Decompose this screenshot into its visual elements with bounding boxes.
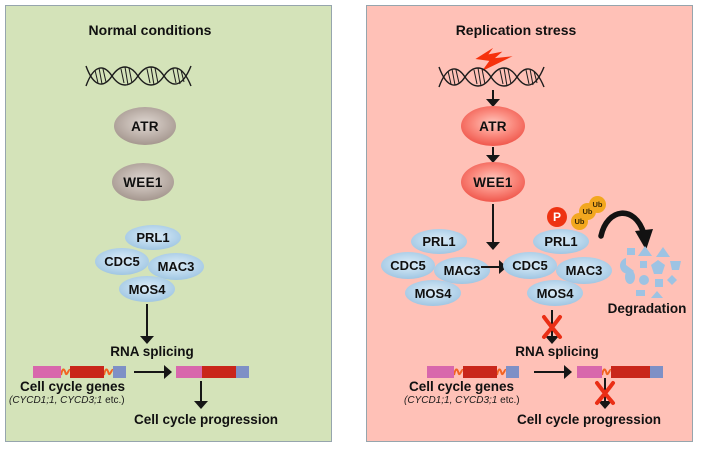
exon-blue [236, 366, 249, 378]
down-arrow-icon [140, 304, 154, 344]
mos4-node: MOS4 [527, 280, 583, 306]
prl1-node: PRL1 [533, 229, 589, 254]
exon-pink [427, 366, 454, 378]
mac3-node: MAC3 [434, 257, 490, 284]
mos4-node: MOS4 [405, 280, 461, 306]
down-arrow-icon [194, 381, 208, 409]
down-arrow-icon [486, 147, 500, 163]
exon-red [202, 366, 236, 378]
atr-node: ATR [461, 106, 525, 146]
exon-red [611, 366, 650, 378]
spliced-mrna-bar [176, 366, 249, 378]
cell-cycle-genes-label: Cell cycle genes [409, 379, 515, 394]
phospho-badge: P [547, 207, 567, 227]
degradation-fragments-icon [619, 246, 681, 298]
intron-squiggle-icon [497, 368, 506, 376]
wee1-node: WEE1 [461, 162, 525, 202]
panel-title-normal: Normal conditions [88, 22, 212, 38]
gene-names-detail: (CYCD1;1, CYCD3;1 etc.) [9, 395, 125, 406]
intron-squiggle-icon [61, 368, 70, 376]
blocked-x-icon [595, 381, 615, 405]
rna-splicing-label: RNA splicing [515, 344, 599, 359]
gene-names-italic: (CYCD1;1, CYCD3;1 [9, 395, 103, 406]
rna-splicing-label: RNA splicing [110, 344, 194, 359]
curved-arrow-icon [598, 210, 653, 250]
panel-replication-stress: Replication stress ATR WEE1 [366, 5, 693, 442]
intron-squiggle-icon [104, 368, 113, 376]
mos4-complex: PRL1 CDC5 MAC3 MOS4 [95, 225, 205, 303]
gene-names-rest: etc.) [102, 395, 125, 406]
cell-cycle-progression-label: Cell cycle progression [134, 412, 279, 427]
cdc5-node: CDC5 [381, 252, 435, 279]
exon-red [70, 366, 104, 378]
intron-squiggle-icon [454, 368, 463, 376]
exon-blue [113, 366, 126, 378]
right-arrow-icon [134, 365, 172, 379]
ubiquitin-badge: Ub [589, 196, 606, 213]
exon-blue [506, 366, 519, 378]
cell-cycle-progression-label: Cell cycle progression [517, 412, 662, 427]
wee1-node: WEE1 [112, 163, 174, 201]
intron-retained-mrna-bar [577, 366, 663, 378]
panel-normal-conditions: Normal conditions ATR WEE1 PRL1 CDC5 MAC… [5, 5, 332, 442]
mac3-node: MAC3 [148, 253, 204, 280]
pre-mrna-bar [427, 366, 519, 378]
down-arrow-icon [486, 90, 500, 107]
atr-node: ATR [114, 107, 176, 145]
mos4-complex-modified: PRL1 CDC5 MAC3 MOS4 [503, 229, 613, 307]
down-arrow-icon [545, 310, 559, 344]
prl1-node: PRL1 [411, 229, 467, 254]
mos4-node: MOS4 [119, 276, 175, 302]
gene-names-rest: etc.) [497, 395, 520, 406]
prl1-node: PRL1 [125, 225, 181, 250]
degradation-label: Degradation [607, 301, 687, 316]
pre-mrna-bar [33, 366, 126, 378]
cdc5-node: CDC5 [95, 248, 149, 275]
cdc5-node: CDC5 [503, 252, 557, 279]
mos4-complex-intact: PRL1 CDC5 MAC3 MOS4 [381, 229, 491, 307]
intron-squiggle-icon [602, 368, 611, 376]
lightning-icon [475, 47, 513, 72]
gene-names-detail: (CYCD1;1, CYCD3;1 etc.) [404, 395, 520, 406]
dna-helix-icon [438, 66, 545, 88]
blocked-x-icon [542, 315, 562, 339]
exon-red [463, 366, 497, 378]
panel-title-stress: Replication stress [455, 22, 577, 38]
down-arrow-icon [486, 204, 500, 250]
gene-names-italic: (CYCD1;1, CYCD3;1 [404, 395, 498, 406]
dna-helix-icon [85, 65, 192, 87]
exon-pink [577, 366, 602, 378]
exon-pink [176, 366, 202, 378]
cell-cycle-genes-label: Cell cycle genes [20, 379, 126, 394]
right-arrow-icon [534, 365, 572, 379]
exon-blue [650, 366, 663, 378]
mac3-node: MAC3 [556, 257, 612, 284]
exon-pink [33, 366, 61, 378]
